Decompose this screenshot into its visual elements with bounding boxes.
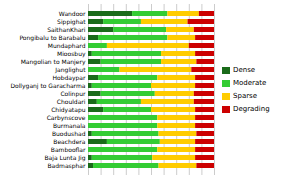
- html-text:Dense: Dense: [233, 66, 256, 74]
- svg-text:Mangolian to Manjery: Mangolian to Manjery: [21, 58, 86, 66]
- svg-text:Bambooflar: Bambooflar: [51, 146, 86, 153]
- svg-text:Burmanala: Burmanala: [53, 122, 86, 129]
- svg-text:Buodushad: Buodushad: [52, 130, 86, 137]
- html-text:Sparse: Sparse: [233, 92, 257, 100]
- svg-text:Wandoor: Wandoor: [59, 10, 86, 17]
- svg-text:Badmasphar: Badmasphar: [47, 162, 86, 170]
- svg-text:Beachdera: Beachdera: [53, 138, 86, 145]
- svg-text:Carbynscove: Carbynscove: [47, 114, 86, 122]
- svg-text:Mundaphard: Mundaphard: [48, 42, 86, 50]
- svg-text:Dollyganj to Garacharma: Dollyganj to Garacharma: [10, 82, 85, 90]
- svg-text:Baja Lunta Jig: Baja Lunta Jig: [44, 154, 85, 162]
- html-text:Degrading: Degrading: [233, 105, 270, 113]
- svg-text:Colinpur: Colinpur: [60, 90, 86, 98]
- svg-text:Chidyatapu: Chidyatapu: [51, 106, 86, 114]
- svg-text:Chouldari: Chouldari: [57, 98, 86, 105]
- svg-text:Mioosbuy: Mioosbuy: [57, 50, 86, 58]
- svg-text:Sippighat: Sippighat: [57, 18, 86, 26]
- svg-text:SaithanKhari: SaithanKhari: [47, 26, 86, 33]
- svg-text:Janglighut: Janglighut: [54, 66, 86, 74]
- html-text:Moderate: Moderate: [233, 79, 267, 87]
- svg-text:Pongibalu to Barabalu: Pongibalu to Barabalu: [19, 34, 85, 42]
- svg-text:Hobdaypar: Hobdaypar: [53, 74, 87, 82]
